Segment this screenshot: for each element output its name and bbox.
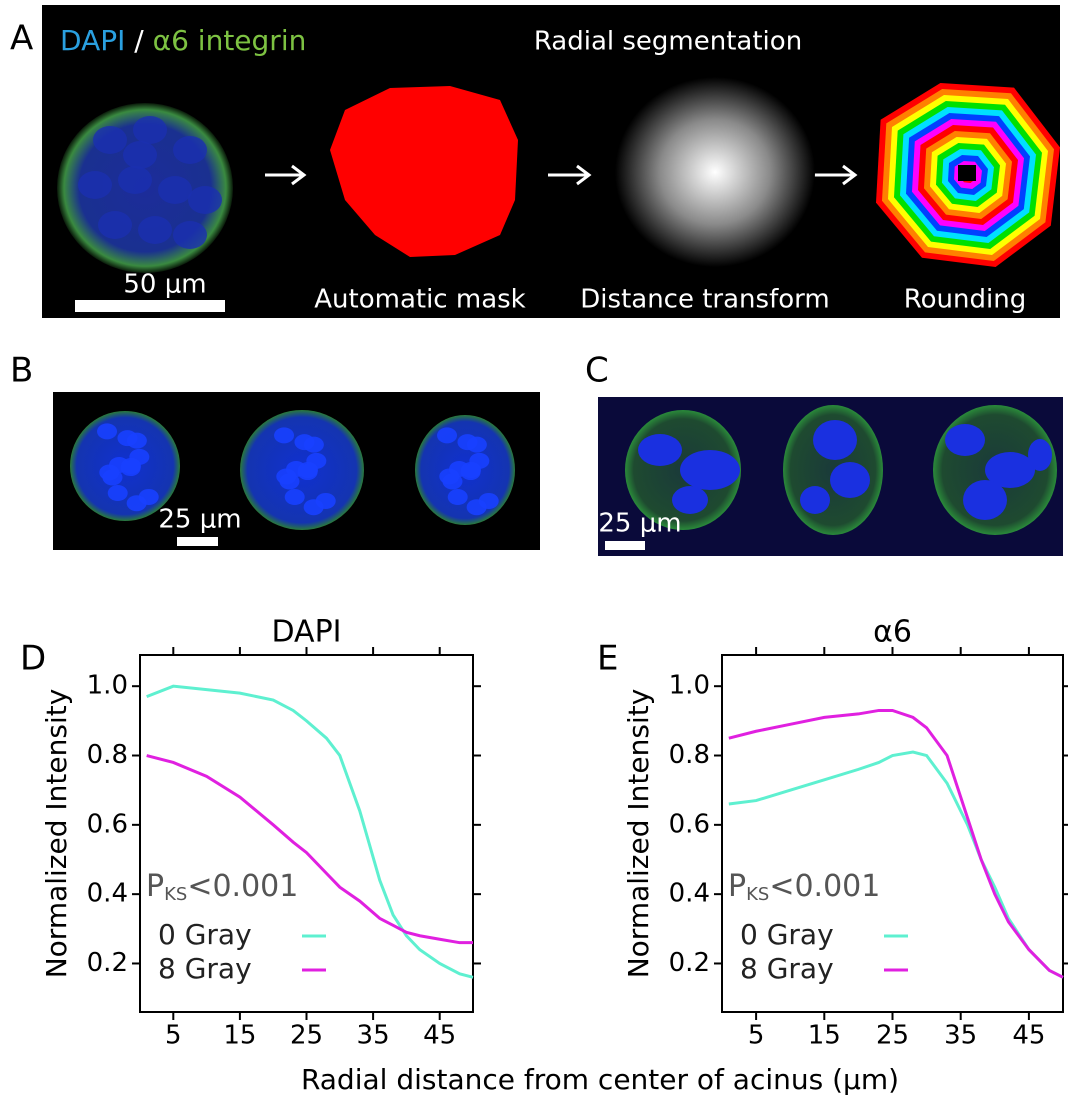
x-axis-label: Radial distance from center of acinus (μ… xyxy=(301,1063,899,1096)
annotation-text: P xyxy=(728,869,746,904)
step-label: Distance transform xyxy=(580,285,829,315)
stain-legend: DAPI / α6 integrin xyxy=(60,24,306,57)
nucleus xyxy=(97,423,117,439)
scale-label: 25 μm xyxy=(598,509,681,539)
scale-bar xyxy=(75,300,225,312)
annotation-subscript: KS xyxy=(164,884,187,905)
x-tick-label: 25 xyxy=(290,1021,323,1051)
annotation: PKS<0.001 xyxy=(146,869,298,906)
nucleus xyxy=(945,424,985,456)
nucleus xyxy=(439,468,459,484)
nucleus xyxy=(138,216,172,244)
nucleus xyxy=(188,186,222,214)
scale-label: 50 μm xyxy=(123,270,206,300)
panel-label: E xyxy=(597,639,618,679)
nucleus xyxy=(78,171,112,199)
annotation-text: P xyxy=(146,869,164,904)
step-label: Rounding xyxy=(904,285,1026,315)
stain-name: DAPI xyxy=(60,24,125,57)
y-tick-label: 1.0 xyxy=(87,671,128,701)
nucleus xyxy=(173,136,207,164)
legend-label: 0 Gray xyxy=(740,918,834,951)
nucleus xyxy=(448,489,468,505)
nucleus xyxy=(298,464,318,480)
x-tick-label: 15 xyxy=(223,1021,256,1051)
panel-label: D xyxy=(20,639,46,679)
panel-label: B xyxy=(10,351,33,391)
separator: / xyxy=(134,24,144,57)
nucleus xyxy=(173,221,207,249)
y-tick-label: 0.6 xyxy=(669,809,710,839)
panel-heading: Radial segmentation xyxy=(534,27,802,57)
nucleus xyxy=(118,166,152,194)
panel-label: A xyxy=(10,19,33,59)
nucleus xyxy=(274,427,294,443)
annotation-subscript: KS xyxy=(746,884,769,905)
x-tick-label: 35 xyxy=(944,1021,977,1051)
nucleus xyxy=(127,433,147,449)
panel-label: C xyxy=(585,351,609,391)
nucleus xyxy=(133,116,167,144)
nucleus xyxy=(467,437,487,453)
x-tick-label: 25 xyxy=(876,1021,909,1051)
nucleus xyxy=(1028,439,1052,471)
x-tick-label: 35 xyxy=(357,1021,390,1051)
y-axis-label: Normalized Intensity xyxy=(40,689,73,979)
nucleus xyxy=(467,499,487,515)
nucleus xyxy=(800,486,830,514)
nucleus xyxy=(276,468,296,484)
nucleus xyxy=(121,460,141,476)
nucleus xyxy=(680,450,740,490)
nucleus xyxy=(93,126,127,154)
scale-bar xyxy=(177,537,218,546)
chart-title: α6 xyxy=(873,615,912,650)
nucleus xyxy=(461,464,481,480)
y-tick-label: 0.8 xyxy=(669,740,710,770)
nucleus xyxy=(830,462,870,498)
x-tick-label: 45 xyxy=(1012,1021,1045,1051)
chart-title: DAPI xyxy=(271,615,341,650)
nucleus xyxy=(437,427,457,443)
annotation: PKS<0.001 xyxy=(728,869,880,906)
series-line xyxy=(147,756,473,943)
nucleus xyxy=(108,485,128,501)
legend-label: 8 Gray xyxy=(158,952,252,985)
y-tick-label: 0.4 xyxy=(87,879,128,909)
x-tick-label: 5 xyxy=(748,1021,765,1051)
nucleus xyxy=(963,480,1007,520)
y-axis-label: Normalized Intensity xyxy=(622,689,655,979)
nucleus xyxy=(123,141,157,169)
nucleus xyxy=(285,489,305,505)
ring-center xyxy=(958,165,976,181)
x-tick-label: 5 xyxy=(165,1021,182,1051)
y-tick-label: 1.0 xyxy=(669,671,710,701)
figure: A DAPI / α6 integrin Radial segmentation… xyxy=(0,0,1068,1101)
nucleus xyxy=(98,211,132,239)
annotation-suffix: <0.001 xyxy=(769,869,880,904)
nucleus xyxy=(304,437,324,453)
nucleus xyxy=(638,434,682,466)
nucleus xyxy=(127,495,147,511)
y-tick-label: 0.2 xyxy=(87,948,128,978)
y-tick-label: 0.4 xyxy=(669,879,710,909)
scale-bar xyxy=(605,541,645,550)
step-label: Automatic mask xyxy=(314,285,525,315)
x-tick-label: 45 xyxy=(423,1021,456,1051)
stain-name: α6 integrin xyxy=(153,24,307,57)
y-tick-label: 0.6 xyxy=(87,809,128,839)
nucleus xyxy=(158,176,192,204)
scale-label: 25 μm xyxy=(158,505,241,535)
annotation-suffix: <0.001 xyxy=(187,869,298,904)
nucleus xyxy=(813,420,857,460)
legend-label: 0 Gray xyxy=(158,918,252,951)
nucleus xyxy=(99,464,119,480)
y-tick-label: 0.2 xyxy=(669,948,710,978)
legend-label: 8 Gray xyxy=(740,952,834,985)
y-tick-label: 0.8 xyxy=(87,740,128,770)
x-tick-label: 15 xyxy=(808,1021,841,1051)
nucleus xyxy=(304,499,324,515)
distance-image xyxy=(615,77,815,267)
